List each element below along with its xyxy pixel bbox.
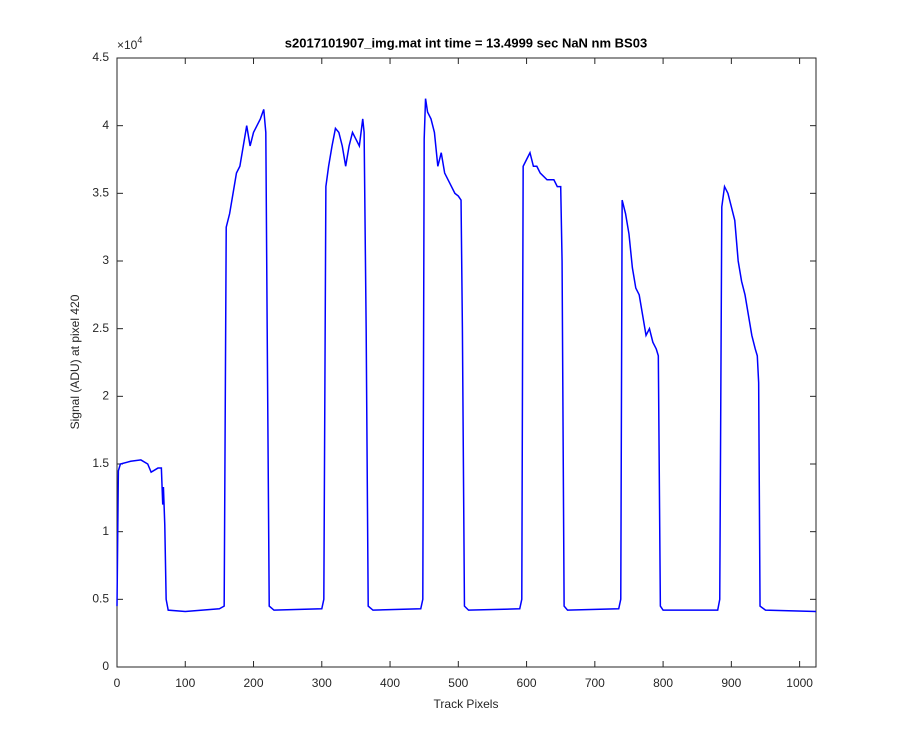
y-tick-label: 2.5 bbox=[92, 321, 109, 335]
y-tick-label: 2 bbox=[102, 389, 109, 403]
plot-area bbox=[116, 57, 817, 668]
y-tick-label: 4.5 bbox=[92, 50, 109, 64]
x-tick-label: 700 bbox=[585, 676, 605, 690]
y-multiplier-base: ×10 bbox=[117, 38, 138, 52]
data-line bbox=[116, 98, 817, 613]
x-axis-label: Track Pixels bbox=[434, 697, 499, 711]
x-tick-label: 500 bbox=[448, 676, 468, 690]
x-tick-label: 300 bbox=[312, 676, 332, 690]
y-tick-label: 1 bbox=[102, 524, 109, 538]
x-tick-label: 800 bbox=[653, 676, 673, 690]
y-tick-label: 3.5 bbox=[92, 186, 109, 200]
y-tick-label: 1.5 bbox=[92, 456, 109, 470]
y-tick-label: 3 bbox=[102, 253, 109, 267]
y-tick-label: 0 bbox=[102, 659, 109, 673]
y-axis-label: Signal (ADU) at pixel 420 bbox=[68, 294, 82, 429]
y-tick-label: 4 bbox=[102, 118, 109, 132]
x-tick-label: 600 bbox=[517, 676, 537, 690]
y-tick-label: 0.5 bbox=[92, 592, 109, 606]
y-multiplier-exponent: 4 bbox=[137, 35, 142, 45]
x-tick-label: 200 bbox=[244, 676, 264, 690]
x-tick-label: 0 bbox=[114, 676, 121, 690]
x-tick-label: 900 bbox=[721, 676, 741, 690]
x-tick-label: 400 bbox=[380, 676, 400, 690]
x-tick-label: 1000 bbox=[786, 676, 813, 690]
y-multiplier: ×104 bbox=[117, 35, 142, 52]
x-tick-label: 100 bbox=[175, 676, 195, 690]
chart-title: s2017101907_img.mat int time = 13.4999 s… bbox=[285, 35, 647, 50]
